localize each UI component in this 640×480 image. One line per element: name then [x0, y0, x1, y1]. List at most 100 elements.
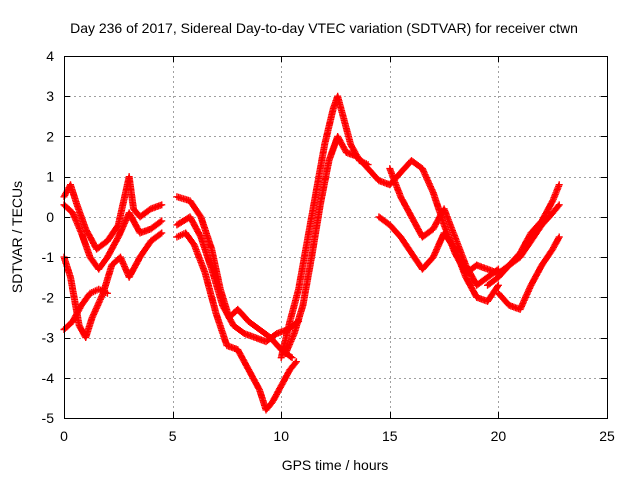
data-point — [292, 358, 300, 366]
data-point — [158, 201, 166, 209]
data-point-trail — [286, 287, 302, 324]
data-point-trail — [317, 158, 333, 207]
x-axis-label: GPS time / hours — [282, 457, 389, 473]
data-point-trail — [321, 106, 337, 147]
data-point-trail — [365, 166, 382, 183]
data-point-trail — [78, 291, 93, 308]
data-point-trail — [441, 206, 458, 239]
data-point-trail — [126, 255, 143, 280]
y-tick-label: 2 — [46, 128, 54, 144]
x-tick-label: 20 — [491, 428, 507, 444]
data-point-trail — [263, 331, 279, 345]
data-point-trail — [474, 274, 490, 288]
data-point — [555, 233, 563, 241]
data-point-trail — [408, 250, 425, 272]
x-tick-label: 10 — [273, 428, 289, 444]
series-track-4 — [60, 285, 111, 334]
data-point-trail — [507, 254, 523, 268]
data-point-trail — [83, 226, 100, 252]
data-point-trail — [420, 254, 436, 272]
data-point — [158, 217, 166, 225]
data-point-trail — [485, 274, 501, 288]
data-point-trail — [463, 275, 480, 300]
data-point-trail — [269, 383, 284, 404]
data-point-trail — [334, 94, 348, 123]
data-point-trail — [452, 235, 469, 268]
series-track-14 — [484, 201, 563, 289]
data-point-trail — [376, 214, 392, 228]
data-point-trail — [74, 202, 89, 231]
data-point-trail — [517, 238, 534, 260]
plot-frame — [64, 56, 608, 419]
data-point-trail — [246, 319, 262, 332]
data-point-trail — [94, 238, 110, 252]
y-tick-label: 1 — [46, 169, 54, 185]
data-point — [555, 201, 563, 209]
series-track-6 — [173, 213, 303, 346]
data-point-trail — [287, 359, 299, 372]
data-point-trail — [398, 234, 415, 256]
data-point-trail — [282, 331, 298, 356]
data-point-trail — [104, 222, 121, 244]
y-tick-label: -1 — [42, 249, 55, 265]
data-point-trail — [539, 210, 556, 228]
data-point-trail — [312, 142, 328, 195]
data-point-trail — [202, 271, 220, 316]
data-point-trail — [550, 202, 562, 215]
data-point-trail — [387, 222, 404, 240]
data-point-trail — [419, 166, 437, 195]
data-point-trail — [61, 255, 74, 280]
data-point-trail — [137, 238, 154, 260]
data-point-trail — [187, 214, 204, 240]
data-point — [69, 209, 77, 217]
data-point-trail — [137, 206, 153, 220]
y-tick-label: -3 — [42, 330, 55, 346]
data-point — [158, 229, 166, 237]
data-point-trail — [191, 243, 209, 276]
y-tick-label: 4 — [46, 48, 54, 64]
data-points — [60, 92, 563, 414]
data-point-trail — [278, 319, 293, 360]
data-point-trail — [539, 198, 556, 223]
data-point-trail — [97, 286, 110, 296]
data-point-trail — [61, 202, 75, 216]
y-tick-label: -5 — [42, 410, 55, 426]
data-point-trail — [235, 347, 252, 372]
data-point-trail — [441, 230, 458, 252]
series-track-2 — [60, 201, 166, 273]
data-point-trail — [231, 323, 247, 336]
data-point-trail — [126, 210, 143, 235]
data-point-trail — [89, 291, 106, 320]
data-point-trail — [295, 239, 311, 292]
data-point-trail — [341, 118, 354, 147]
data-point-trail — [304, 190, 320, 243]
data-point-trail — [104, 234, 121, 260]
data-point-trail — [484, 283, 501, 304]
y-tick-label: 3 — [46, 88, 54, 104]
data-point-trail — [409, 158, 425, 172]
data-point-trail — [463, 263, 480, 288]
data-point — [494, 281, 502, 289]
data-point-trail — [78, 231, 93, 260]
series-track-12 — [386, 165, 502, 289]
y-tick-label: -4 — [42, 370, 55, 386]
data-point-trail — [291, 303, 306, 336]
x-tick-label: 15 — [382, 428, 398, 444]
data-point-trail — [125, 174, 137, 211]
data-point-trail — [528, 222, 545, 244]
y-tick-label: 0 — [46, 209, 54, 225]
data-point-trail — [69, 210, 85, 235]
data-point-trail — [549, 182, 563, 203]
data-point-trail — [197, 214, 215, 251]
data-point-trail — [397, 194, 415, 219]
data-point-trail — [517, 283, 534, 312]
data-point-trail — [550, 235, 562, 252]
data-point — [555, 181, 563, 189]
data-point-trail — [420, 226, 436, 240]
data-point-trail — [386, 166, 404, 199]
data-point-trail — [235, 307, 251, 324]
x-tick-label: 25 — [599, 428, 615, 444]
data-point-trail — [299, 255, 315, 308]
data-point-trail — [308, 202, 324, 259]
